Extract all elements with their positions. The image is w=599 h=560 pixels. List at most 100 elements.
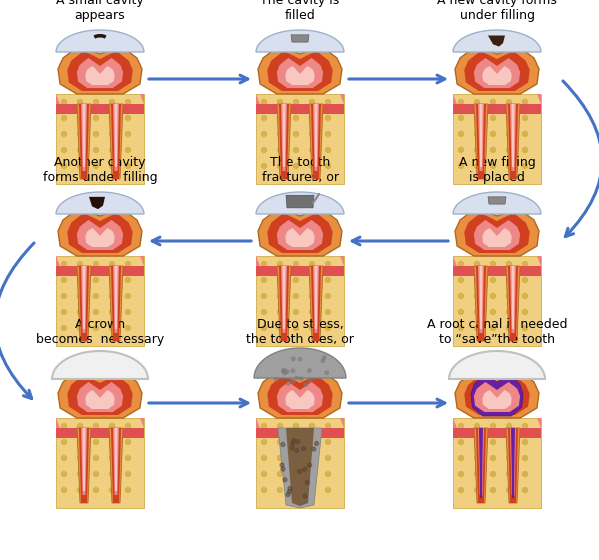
Circle shape xyxy=(262,115,267,120)
Circle shape xyxy=(110,100,114,105)
Circle shape xyxy=(325,371,329,375)
Circle shape xyxy=(458,164,464,169)
Circle shape xyxy=(458,293,464,298)
Circle shape xyxy=(491,147,495,152)
Circle shape xyxy=(310,132,314,137)
Circle shape xyxy=(262,100,267,105)
Polygon shape xyxy=(281,104,287,171)
Polygon shape xyxy=(267,213,333,253)
Circle shape xyxy=(294,423,298,428)
Circle shape xyxy=(280,463,284,467)
Circle shape xyxy=(262,164,267,169)
Circle shape xyxy=(93,310,98,315)
Circle shape xyxy=(262,488,267,492)
Circle shape xyxy=(491,132,495,137)
Circle shape xyxy=(294,488,298,492)
Polygon shape xyxy=(56,94,60,104)
Circle shape xyxy=(291,446,294,450)
Polygon shape xyxy=(471,374,523,416)
Circle shape xyxy=(507,164,512,169)
Circle shape xyxy=(507,115,512,120)
Circle shape xyxy=(277,132,283,137)
Circle shape xyxy=(110,325,114,330)
Circle shape xyxy=(311,447,316,451)
Circle shape xyxy=(458,455,464,460)
Circle shape xyxy=(93,115,98,120)
Circle shape xyxy=(62,310,66,315)
Circle shape xyxy=(308,379,312,382)
Polygon shape xyxy=(56,256,60,266)
Circle shape xyxy=(62,262,66,267)
Polygon shape xyxy=(453,418,541,508)
Circle shape xyxy=(491,423,495,428)
Circle shape xyxy=(300,377,303,381)
FancyArrowPatch shape xyxy=(0,243,34,399)
Circle shape xyxy=(507,423,512,428)
Circle shape xyxy=(77,440,83,445)
Polygon shape xyxy=(506,266,520,341)
Circle shape xyxy=(325,472,331,477)
Polygon shape xyxy=(77,104,91,179)
Polygon shape xyxy=(256,256,344,346)
Polygon shape xyxy=(291,35,309,42)
Circle shape xyxy=(474,147,480,152)
Circle shape xyxy=(474,293,480,298)
Circle shape xyxy=(474,100,480,105)
Circle shape xyxy=(522,115,528,120)
Polygon shape xyxy=(478,104,484,171)
Circle shape xyxy=(314,441,319,445)
Polygon shape xyxy=(281,266,287,333)
Polygon shape xyxy=(109,428,123,503)
Polygon shape xyxy=(453,104,541,114)
Polygon shape xyxy=(480,428,483,491)
Circle shape xyxy=(126,325,131,330)
Polygon shape xyxy=(453,94,457,104)
Circle shape xyxy=(62,293,66,298)
Circle shape xyxy=(93,164,98,169)
Circle shape xyxy=(507,310,512,315)
Polygon shape xyxy=(474,382,520,412)
Polygon shape xyxy=(313,104,319,171)
Circle shape xyxy=(474,310,480,315)
Circle shape xyxy=(110,423,114,428)
Circle shape xyxy=(110,278,114,282)
Circle shape xyxy=(305,480,309,484)
Text: A small cavity
appears: A small cavity appears xyxy=(56,0,144,22)
Polygon shape xyxy=(464,213,530,253)
Circle shape xyxy=(262,472,267,477)
Circle shape xyxy=(310,293,314,298)
Circle shape xyxy=(262,293,267,298)
Circle shape xyxy=(282,370,285,373)
Circle shape xyxy=(62,100,66,105)
Circle shape xyxy=(77,325,83,330)
FancyArrowPatch shape xyxy=(563,81,599,236)
Polygon shape xyxy=(113,266,119,333)
Circle shape xyxy=(294,132,298,137)
Circle shape xyxy=(262,455,267,460)
Polygon shape xyxy=(478,428,484,495)
Polygon shape xyxy=(453,266,541,276)
Polygon shape xyxy=(278,428,322,508)
Circle shape xyxy=(277,472,283,477)
Polygon shape xyxy=(267,51,333,91)
Circle shape xyxy=(262,440,267,445)
Polygon shape xyxy=(77,428,91,503)
Circle shape xyxy=(321,359,325,363)
Circle shape xyxy=(310,310,314,315)
Circle shape xyxy=(474,262,480,267)
Polygon shape xyxy=(77,220,123,250)
Polygon shape xyxy=(58,208,142,256)
Polygon shape xyxy=(56,104,144,114)
Circle shape xyxy=(296,440,300,444)
Polygon shape xyxy=(512,428,515,491)
Circle shape xyxy=(302,446,305,451)
Polygon shape xyxy=(449,351,545,379)
Circle shape xyxy=(507,132,512,137)
Circle shape xyxy=(291,369,295,372)
Circle shape xyxy=(522,488,528,492)
Text: Due to stress,
the tooth dies, or: Due to stress, the tooth dies, or xyxy=(246,318,354,346)
Circle shape xyxy=(303,494,307,498)
Circle shape xyxy=(93,423,98,428)
Circle shape xyxy=(491,310,495,315)
Polygon shape xyxy=(89,197,105,209)
